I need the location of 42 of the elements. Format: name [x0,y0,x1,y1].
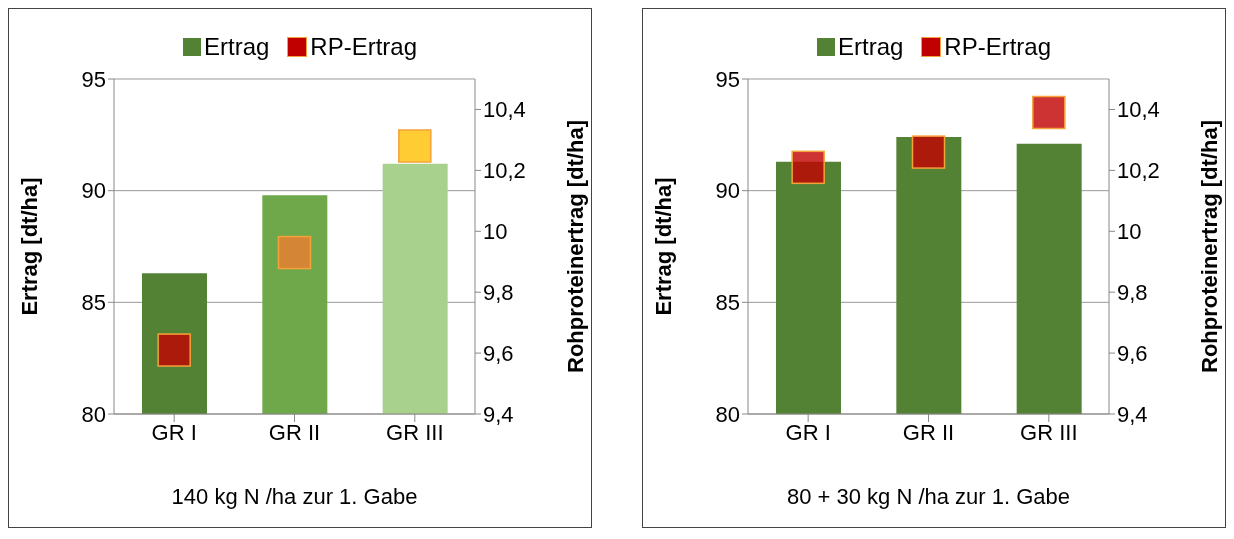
point [911,135,946,169]
x-tick-label: GR I [785,419,831,445]
legend-label: RP-Ertrag [309,33,418,61]
point [157,333,191,367]
y2-tick-label: 10 [1117,219,1142,245]
y-axis-title: Ertrag [dt/ha] [650,177,676,316]
x-tick-label: GR III [386,419,444,445]
y2-tick-label: 10 [483,219,508,245]
y2-tick-label: 9,6 [483,340,514,366]
y-axis-title: Ertrag [dt/ha] [16,177,42,316]
y-tick-label: 95 [81,66,106,92]
x-tick-label: GR III [1020,419,1078,445]
legend-label: Ertrag [202,33,270,61]
x-tick-label: GR I [151,419,197,445]
x-axis-title: 140 kg N /ha zur 1. Gabe [171,484,418,509]
y-tick-label: 80 [81,401,106,427]
y2-tick-label: 9,4 [483,401,514,427]
legend-label: Ertrag [836,33,904,61]
y-tick-label: 85 [715,290,740,316]
y2-tick-label: 10,4 [1117,97,1160,123]
y2-tick-label: 9,6 [1117,340,1148,366]
point [1032,95,1066,130]
y2-axis-title: Rohproteinertrag [dt/ha] [562,120,588,373]
y-tick-label: 85 [81,290,106,316]
y2-tick-label: 10,4 [483,97,526,123]
point [277,235,312,270]
y2-tick-label: 10,2 [1117,158,1160,184]
y-tick-label: 90 [715,178,740,204]
y2-tick-label: 9,8 [1117,279,1148,305]
x-tick-label: GR II [268,419,321,445]
y2-tick-label: 9,4 [1117,401,1148,427]
point [398,129,432,163]
y2-tick-label: 10,2 [483,158,526,184]
y2-axis-title: Rohproteinertrag [dt/ha] [1196,120,1222,373]
point [791,150,825,185]
y2-tick-label: 9,8 [483,279,514,305]
legend-label: RP-Ertrag [943,33,1052,61]
x-axis-title: 80 + 30 kg N /ha zur 1. Gabe [786,484,1071,509]
x-tick-label: GR II [902,419,955,445]
y-tick-label: 90 [81,178,106,204]
y-tick-label: 80 [715,401,740,427]
y-tick-label: 95 [715,66,740,92]
